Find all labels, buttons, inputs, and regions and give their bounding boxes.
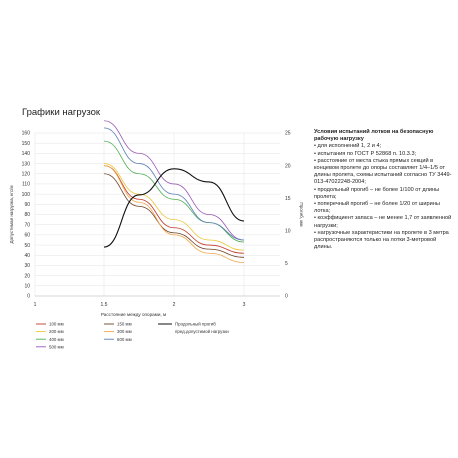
legend-label: 400 мм xyxy=(49,337,64,342)
y2-axis-ticks: 0 5 10 15 20 25 xyxy=(285,131,291,300)
condition-item: • продольный прогиб – не более 1/100 от … xyxy=(314,186,440,200)
y-tick-label: 20 xyxy=(24,273,30,279)
y2-tick-label: 25 xyxy=(285,131,291,137)
page-title: Графики нагрузок xyxy=(22,107,101,118)
condition-item: • для исполнений 1, 2 и 4; xyxy=(314,143,382,150)
series-line-4 xyxy=(103,173,245,258)
y-tick-label: 120 xyxy=(22,171,31,177)
legend-label: 150 мм xyxy=(117,322,132,327)
series-line-0 xyxy=(103,165,245,254)
y-tick-label: 150 xyxy=(22,141,31,147)
y-tick-label: 10 xyxy=(24,284,30,290)
condition-item: • расстояние от места стыка прямых секци… xyxy=(314,157,452,186)
test-conditions: Условия испытаний лотков на безопасную р… xyxy=(314,129,452,251)
y2-tick-label: 5 xyxy=(285,261,288,267)
legend-label: 200 мм xyxy=(49,329,64,334)
x-axis-ticks: 1 1.5 2 3 xyxy=(34,302,246,308)
y-tick-label: 50 xyxy=(24,243,30,249)
y-tick-label: 40 xyxy=(24,253,30,259)
conditions-heading: Условия испытаний лотков на безопасную р… xyxy=(314,129,434,143)
y-tick-label: 80 xyxy=(24,212,30,218)
x-axis-label: Расстояние между опорами, м xyxy=(101,312,166,317)
legend-label: пред.допустимой нагрузки xyxy=(175,329,229,334)
y-tick-label: 90 xyxy=(24,202,30,208)
chart-grid xyxy=(34,132,280,297)
legend-label: 600 мм xyxy=(117,337,132,342)
y-tick-label: 130 xyxy=(22,161,31,167)
y2-tick-label: 15 xyxy=(285,196,291,202)
y-tick-label: 60 xyxy=(24,233,30,239)
y2-tick-label: 0 xyxy=(285,294,288,300)
condition-item: • поперечный прогиб – не более 1/20 от ш… xyxy=(314,201,440,215)
y2-axis-label: Прогиб, мм xyxy=(299,202,304,226)
x-tick-label: 2 xyxy=(173,302,176,308)
y-tick-label: 70 xyxy=(24,222,30,228)
series-line-1 xyxy=(103,163,245,251)
y-tick-label: 30 xyxy=(24,263,30,269)
x-tick-label: 1.5 xyxy=(101,302,108,308)
y2-tick-label: 10 xyxy=(285,229,291,235)
series-line-5 xyxy=(103,165,245,263)
condition-item: • испытания по ГОСТ Р 52868 п. 10.3.3; xyxy=(314,150,417,157)
series-line-3 xyxy=(103,120,245,241)
series-line-7 xyxy=(103,168,245,248)
chart-legend: 100 мм 200 мм 400 мм 500 мм 150 мм 300 мм 600 … xyxy=(36,322,229,349)
y-axis-label: Допустимая нагрузка, кгс/м xyxy=(9,185,14,243)
series-line-6 xyxy=(103,127,245,241)
y-tick-label: 100 xyxy=(22,192,31,198)
y-axis-ticks: 0 10 20 30 40 50 60 70 80 90 100 110 120 130 140 150 160 xyxy=(22,131,31,300)
x-tick-label: 1 xyxy=(34,302,37,308)
y-tick-label: 140 xyxy=(22,151,31,157)
y-tick-label: 160 xyxy=(22,131,31,137)
condition-item: • нагрузочные характеристики на пролете … xyxy=(314,229,449,251)
x-tick-label: 3 xyxy=(243,302,246,308)
legend-label: 300 мм xyxy=(117,329,132,334)
y-tick-label: 110 xyxy=(22,182,30,188)
legend-label: 500 мм xyxy=(49,344,64,349)
chart-series xyxy=(103,120,245,263)
legend-label: Продольный прогиб xyxy=(175,322,216,327)
legend-label: 100 мм xyxy=(49,322,64,327)
y2-tick-label: 20 xyxy=(285,163,291,169)
y-tick-label: 0 xyxy=(27,294,30,300)
condition-item: • коэффициент запаса – не менее 1,7 от з… xyxy=(314,215,452,229)
